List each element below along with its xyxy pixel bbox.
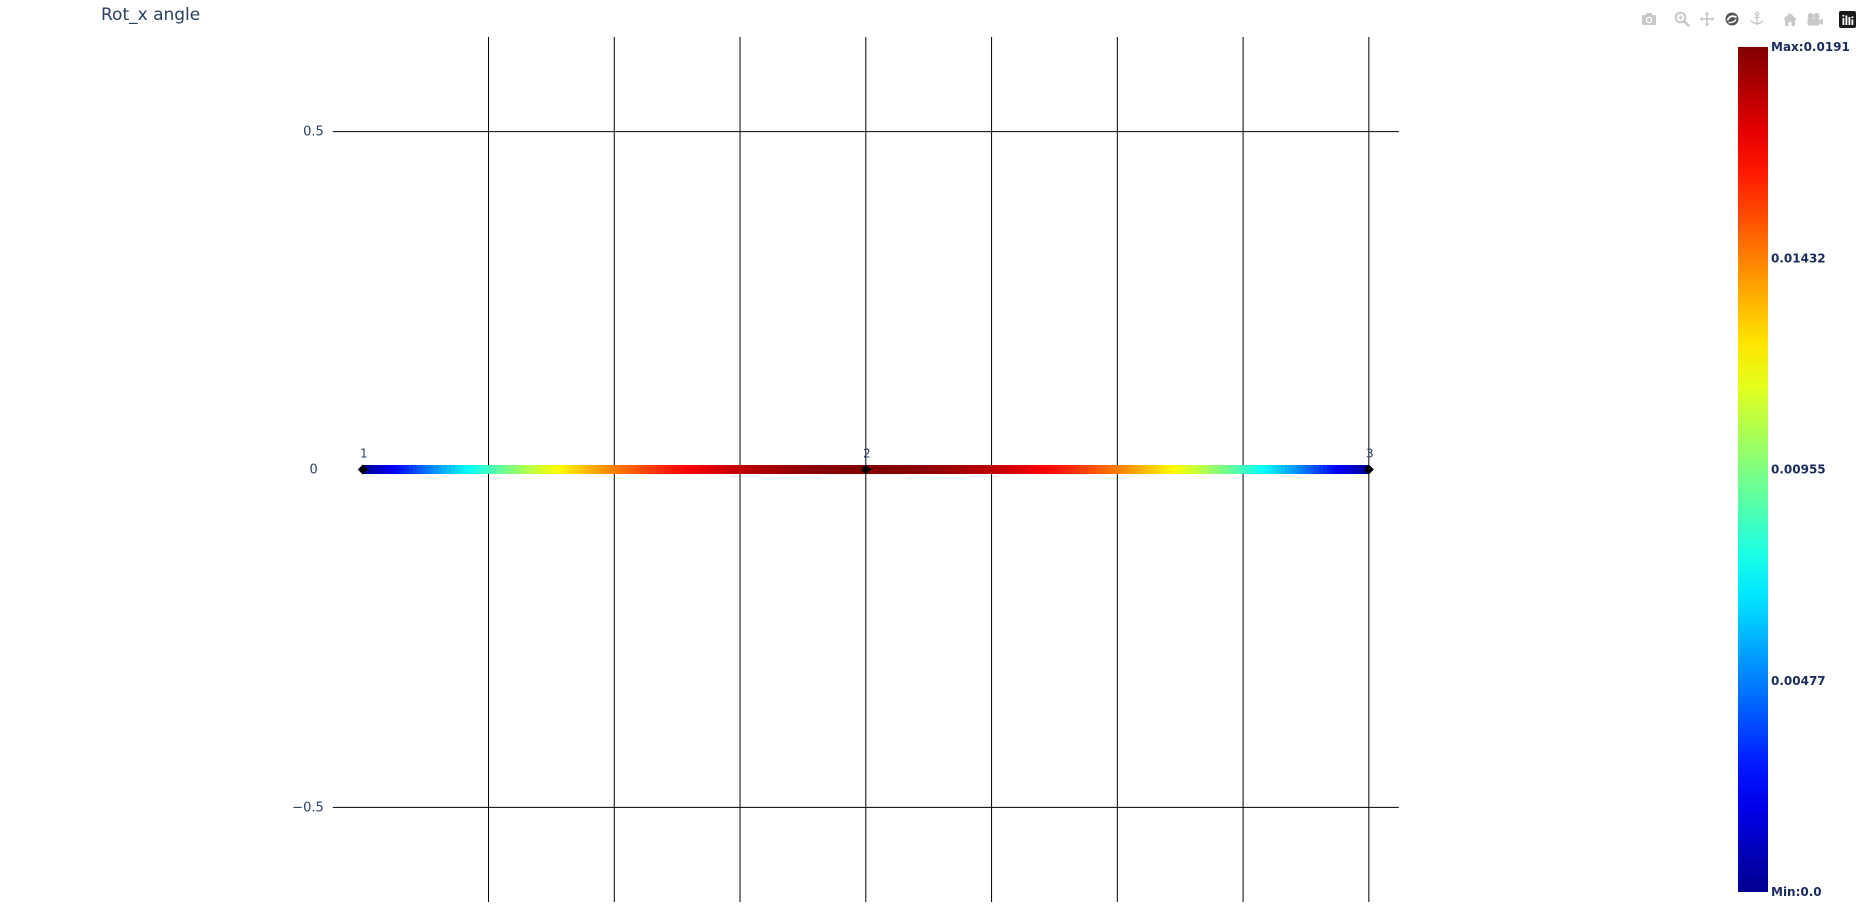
y-tick-label: 0.5 xyxy=(303,125,324,140)
y-tick-label: −0.5 xyxy=(292,800,324,815)
node-label: 2 xyxy=(863,447,871,461)
modebar xyxy=(1628,9,1860,29)
colorbar-tick-label: 0.00955 xyxy=(1771,463,1826,477)
camera-last-save-icon[interactable] xyxy=(1802,9,1827,29)
node-marker[interactable] xyxy=(860,464,871,475)
node-label: 3 xyxy=(1366,447,1374,461)
colorbar: Max:0.0191 0.01432 0.00955 0.00477 Min:0.0 xyxy=(1738,40,1850,899)
y-tick-label: 0 xyxy=(309,463,317,478)
colorbar-gradient xyxy=(1738,47,1768,892)
colorbar-tick-label: 0.00477 xyxy=(1771,674,1826,688)
camera-icon[interactable] xyxy=(1636,9,1661,29)
node-markers: 1 2 3 xyxy=(357,447,1374,475)
grid-layer xyxy=(332,37,1399,902)
modebar-group-logo xyxy=(1835,9,1860,29)
turntable-rotation-icon[interactable] xyxy=(1744,9,1769,29)
modebar-group-navigation xyxy=(1669,9,1769,29)
node-label: 1 xyxy=(360,447,368,461)
y-axis: 0.5 0 −0.5 xyxy=(292,125,324,816)
modebar-group-export xyxy=(1636,9,1661,29)
colorbar-tick-label: Max:0.0191 xyxy=(1771,40,1850,54)
modebar-group-views xyxy=(1777,9,1827,29)
node-marker[interactable] xyxy=(1363,464,1374,475)
plotly-logo-icon[interactable] xyxy=(1835,9,1860,29)
orbit-rotation-icon[interactable] xyxy=(1719,9,1744,29)
home-icon[interactable] xyxy=(1777,9,1802,29)
pan-icon[interactable] xyxy=(1694,9,1719,29)
colorbar-tick-label: 0.01432 xyxy=(1771,251,1826,265)
colorbar-tick-label: Min:0.0 xyxy=(1771,885,1822,899)
chart-title: Rot_x angle xyxy=(101,5,201,25)
node-marker[interactable] xyxy=(357,464,368,475)
zoom-icon[interactable] xyxy=(1669,9,1694,29)
